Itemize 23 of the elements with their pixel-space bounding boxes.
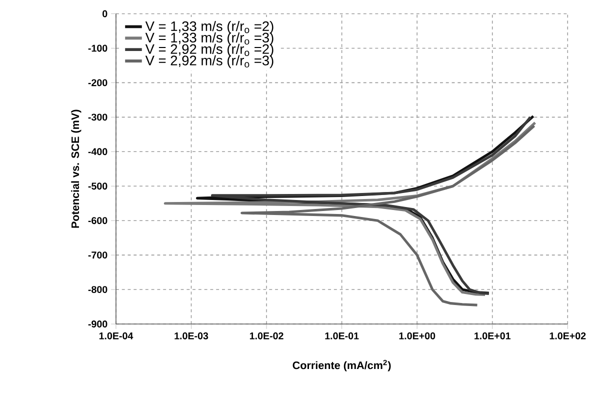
y-tick-label: -300 (88, 113, 108, 120)
legend-label: V = 2,92 m/s (r/r$_{o}$ =2) (145, 44, 274, 56)
y-tick-label: -200 (88, 79, 108, 86)
y-tick-label: -100 (88, 44, 108, 52)
legend-label: V = 1,33 m/s (r/r$_{o}$ =3) (145, 32, 274, 45)
x-tick-label: 1.0E-02 (250, 332, 284, 340)
y-tick-label: -900 (88, 320, 108, 328)
legend-label: V = 2,92 m/s (r/r$_{o}$ =3) (145, 55, 274, 68)
x-tick-label: 1.0E+00 (399, 332, 436, 340)
x-tick-label: 1.0E+01 (474, 332, 511, 340)
y-tick-label: -800 (88, 286, 108, 293)
y-tick-label: -400 (88, 148, 108, 155)
legend-label: V = 1,33 m/s (r/r$_{o}$ =2) (145, 20, 274, 34)
x-tick-label: 1.0E-03 (174, 332, 208, 340)
x-tick-label: 1.0E-04 (99, 332, 134, 340)
x-tick-label: 1.0E-01 (325, 332, 359, 340)
y-tick-label: -600 (88, 216, 108, 224)
y-axis-title: Potencial vs. SCE (mV) (71, 110, 82, 228)
y-tick-label: 0 (102, 10, 108, 18)
y-tick-label: -700 (88, 251, 108, 258)
y-tick-label: -500 (88, 182, 108, 190)
x-axis-title: Corriente (mA/cm$^{2}$) (292, 360, 391, 372)
x-tick-label: 1.0E+02 (550, 332, 586, 340)
